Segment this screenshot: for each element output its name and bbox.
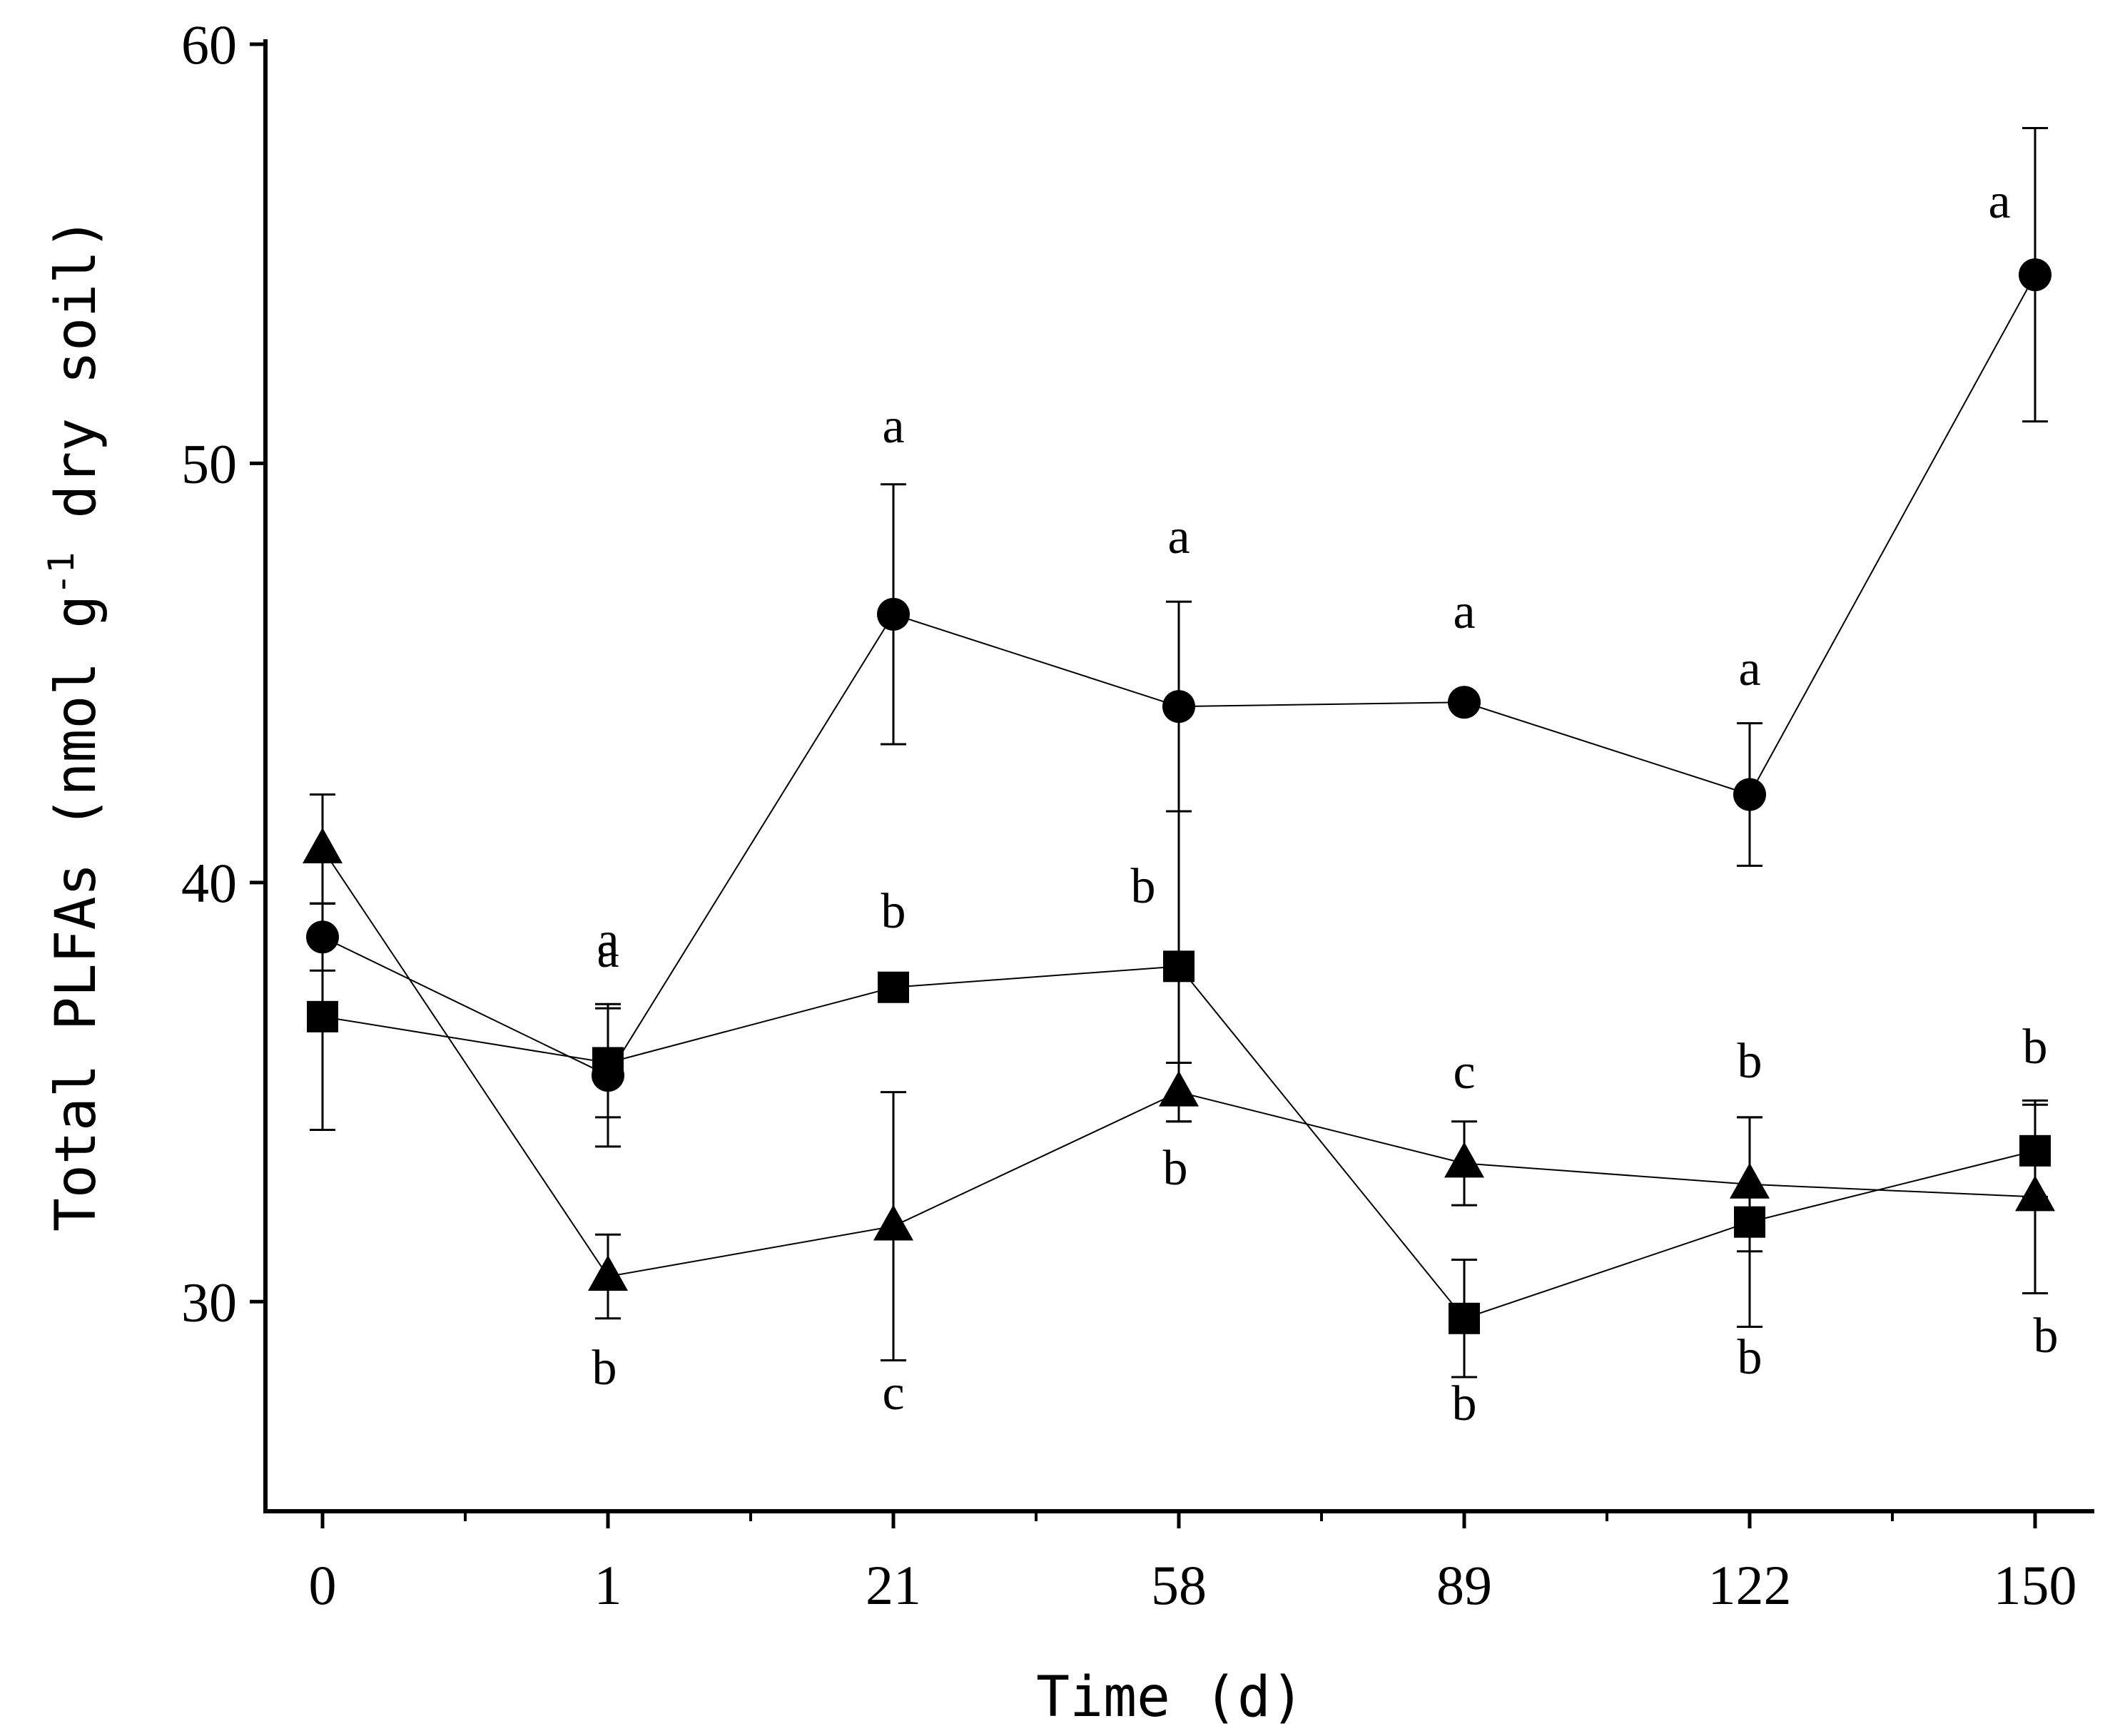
series-layer xyxy=(303,126,2055,1379)
series-circle xyxy=(306,126,2051,1148)
data-point-circle xyxy=(1448,686,1481,719)
sig-label-circle: a xyxy=(1453,584,1475,639)
data-point-triangle xyxy=(588,1255,628,1291)
data-point-triangle xyxy=(1444,1142,1484,1178)
data-point-circle xyxy=(877,597,910,631)
y-ticks: 30 40 50 60 xyxy=(181,14,265,1333)
sig-label-triangle: c xyxy=(1453,1045,1475,1100)
sig-label-square: a xyxy=(597,923,619,978)
x-tick-label: 1 xyxy=(594,1554,622,1616)
data-point-square xyxy=(878,971,909,1003)
data-point-circle xyxy=(1162,690,1195,724)
y-tick-label: 60 xyxy=(181,14,237,76)
data-point-triangle xyxy=(1730,1162,1770,1199)
x-tick-label: 21 xyxy=(866,1554,921,1616)
x-tick-label: 58 xyxy=(1151,1554,1207,1616)
sig-label-triangle: c xyxy=(882,1366,904,1421)
data-point-triangle xyxy=(873,1204,913,1241)
data-point-triangle xyxy=(303,827,343,863)
data-point-triangle xyxy=(1159,1070,1199,1107)
sig-label-triangle: b xyxy=(592,1341,617,1396)
sig-label-square: b xyxy=(1452,1376,1477,1431)
sig-label-triangle: b xyxy=(1163,1141,1188,1196)
y-axis-title-rest: dry soil) xyxy=(44,217,108,552)
y-axis-title-sup: -1 xyxy=(41,552,82,595)
y-axis-title-main: Total PLFAs (nmol g xyxy=(44,595,108,1232)
data-point-circle xyxy=(1733,778,1766,811)
sig-label-circle: a xyxy=(1988,174,2010,229)
data-point-square xyxy=(592,1047,624,1079)
sig-label-circle: a xyxy=(1167,509,1190,564)
data-point-triangle xyxy=(2015,1175,2055,1212)
sig-label-square: b xyxy=(2023,1020,2048,1075)
data-point-square xyxy=(307,1000,338,1032)
data-point-square xyxy=(1163,950,1195,983)
sig-label-circle: a xyxy=(1738,641,1760,696)
y-axis-title: Total PLFAs (nmol g-1 dry soil) xyxy=(41,217,108,1232)
sig-label-triangle: b xyxy=(2034,1309,2059,1364)
data-point-circle xyxy=(2019,258,2051,292)
sig-label-square: b xyxy=(1131,859,1156,914)
x-ticks: 0 1 21 58 89 122 150 xyxy=(309,1511,2077,1616)
sig-label-triangle: b xyxy=(1738,1034,1762,1089)
x-tick-label: 89 xyxy=(1436,1554,1492,1616)
y-tick-label: 40 xyxy=(181,852,237,914)
sig-label-circle: a xyxy=(882,399,904,454)
sig-label-square: b xyxy=(1738,1330,1762,1385)
x-tick-label: 150 xyxy=(1994,1554,2077,1616)
sig-label-square: b xyxy=(881,884,906,939)
x-tick-label: 0 xyxy=(309,1554,337,1616)
y-tick-label: 50 xyxy=(181,432,237,494)
x-axis-title: Time (d) xyxy=(1036,1665,1304,1730)
x-tick-label: 122 xyxy=(1708,1554,1792,1616)
data-point-square xyxy=(1449,1302,1480,1334)
y-tick-label: 30 xyxy=(181,1271,237,1333)
sig-label-circle: a xyxy=(597,913,619,968)
series-triangle xyxy=(303,793,2055,1362)
